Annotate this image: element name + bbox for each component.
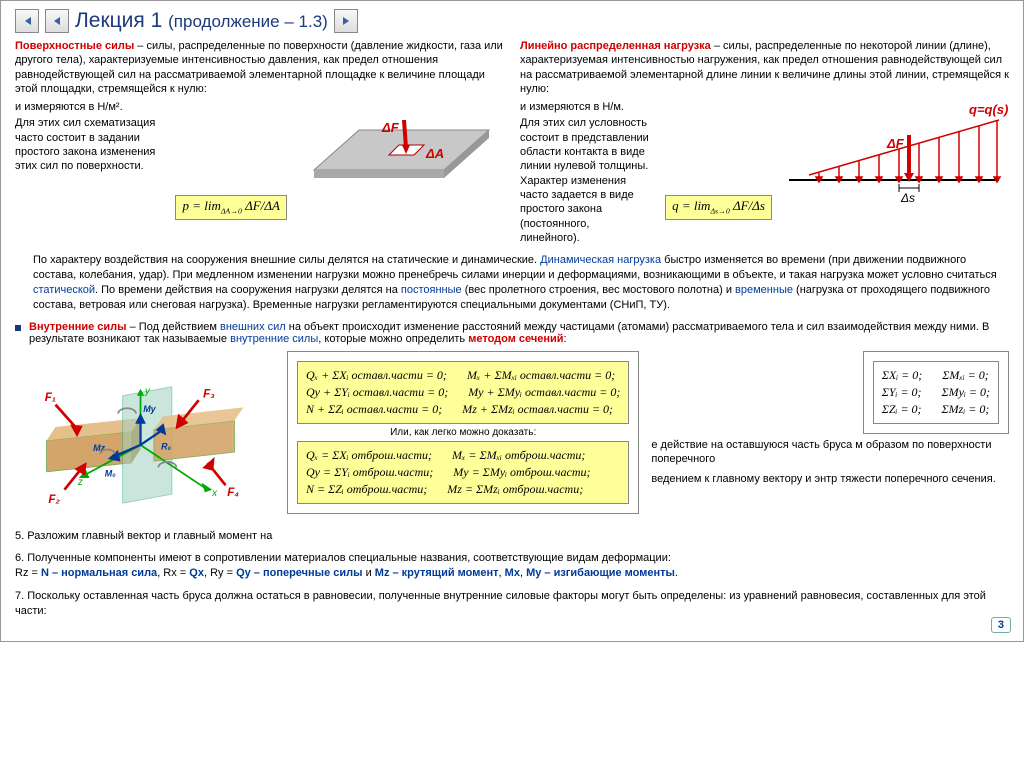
label-dA: ΔA	[425, 146, 444, 161]
bullet-icon	[15, 325, 21, 331]
middle-paragraph: По характеру воздействия на сооружения в…	[33, 253, 1009, 312]
svg-text:F₂: F₂	[48, 493, 60, 506]
page-number: 3	[991, 617, 1011, 633]
line-load-term: Линейно распределенная нагрузка	[520, 40, 711, 52]
nav-next-button[interactable]	[334, 9, 358, 33]
eq-panel-3: ΣXᵢ = 0;ΣMₓᵢ = 0; ΣYᵢ = 0;ΣMyᵢ = 0; ΣZᵢ …	[863, 351, 1009, 434]
right-note: Для этих сил условность состоит в предст…	[520, 116, 649, 245]
svg-text:My: My	[143, 403, 156, 413]
equations-center: Qₓ + ΣXᵢ оставл.части = 0;Mₓ + ΣMₓᵢ оста…	[287, 351, 639, 514]
label-dF-r: ΔF	[886, 136, 905, 151]
line-load-diagram: q=q(s) ΔF Δs	[779, 100, 1009, 210]
lower-row: y z x Mz My R₀ M₀ F₁ F₂ F₃ F₄	[15, 351, 1009, 521]
label-ds: Δs	[900, 191, 915, 205]
svg-text:z: z	[77, 477, 83, 488]
right-column: Линейно распределенная нагрузка – силы, …	[520, 39, 1009, 245]
svg-text:F₄: F₄	[227, 485, 239, 498]
nav-prev-button[interactable]	[45, 9, 69, 33]
svg-text:x: x	[211, 487, 218, 498]
right-tail-column: ΣXᵢ = 0;ΣMₓᵢ = 0; ΣYᵢ = 0;ΣMyᵢ = 0; ΣZᵢ …	[651, 351, 1009, 487]
p7: 7. Поскольку оставленная часть бруса дол…	[15, 589, 1009, 619]
label-dF: ΔF	[381, 120, 400, 135]
eq-caption: Или, как легко можно доказать:	[294, 427, 632, 438]
inner-forces-bullet: Внутренние силы – Под действием внешних …	[15, 321, 1009, 345]
eq-panel-1: Qₓ + ΣXᵢ оставл.части = 0;Mₓ + ΣMₓᵢ оста…	[287, 351, 639, 514]
left-units: и измеряются в Н/м².	[15, 100, 159, 114]
right-units: и измеряются в Н/м.	[520, 100, 649, 114]
slide-frame: Лекция 1 (продолжение – 1.3) Поверхностн…	[0, 0, 1024, 642]
p6: 6. Полученные компоненты имеют в сопроти…	[15, 551, 1009, 581]
label-qs: q=q(s)	[969, 102, 1008, 117]
plate-diagram: ΔF ΔA	[294, 100, 504, 210]
pressure-formula: p = limΔA→0 ΔF/ΔA	[175, 195, 286, 220]
svg-text:F₁: F₁	[45, 391, 56, 404]
svg-text:Mz: Mz	[93, 443, 105, 453]
p5: 5. Разложим главный вектор и главный мом…	[15, 529, 1009, 544]
svg-text:M₀: M₀	[105, 468, 116, 478]
left-column: Поверхностные силы – силы, распределенны…	[15, 39, 504, 245]
header: Лекция 1 (продолжение – 1.3)	[15, 9, 1009, 33]
svg-text:R₀: R₀	[161, 441, 171, 451]
svg-text:F₃: F₃	[203, 387, 215, 400]
slide-title: Лекция 1 (продолжение – 1.3)	[75, 9, 328, 33]
nav-first-button[interactable]	[15, 9, 39, 33]
left-note: Для этих сил схематизация часто состоит …	[15, 116, 159, 173]
intensity-formula: q = limΔs→0 ΔF/Δs	[665, 195, 772, 220]
two-columns: Поверхностные силы – силы, распределенны…	[15, 39, 1009, 245]
beam-3d-diagram: y z x Mz My R₀ M₀ F₁ F₂ F₃ F₄	[15, 351, 275, 521]
surface-forces-term: Поверхностные силы	[15, 40, 134, 52]
